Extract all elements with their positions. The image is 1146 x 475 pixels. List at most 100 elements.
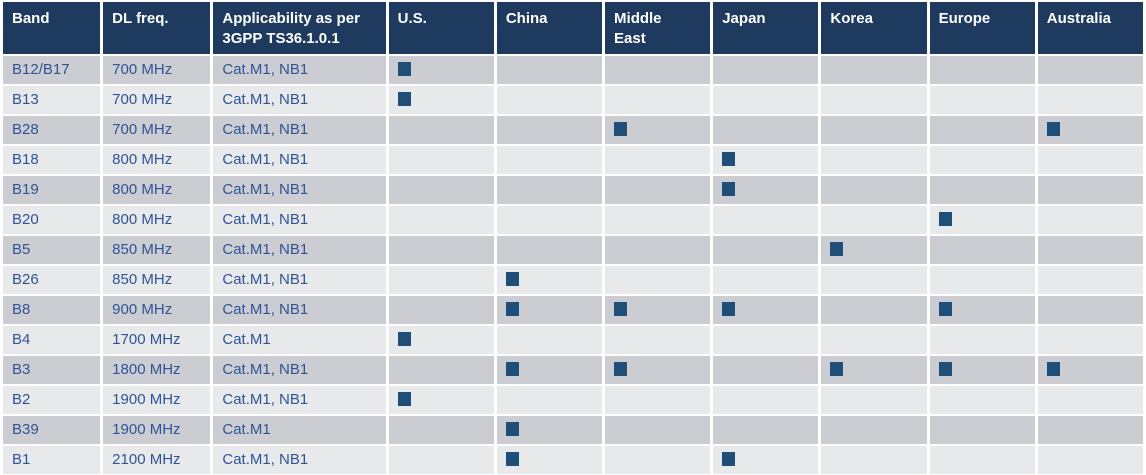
band-cell: B8: [3, 295, 101, 324]
table-row-b1: B1 2100 MHz Cat.M1, NB1: [3, 445, 1143, 474]
applicability-cell: Cat.M1: [213, 415, 386, 444]
applicability-cell: Cat.M1, NB1: [213, 205, 386, 234]
applicable-marker-icon: [722, 452, 736, 467]
region-cell-korea: [821, 85, 927, 114]
band-cell: B3: [3, 355, 101, 384]
region-cell-japan: [713, 415, 819, 444]
region-cell-europe: [929, 115, 1035, 144]
region-cell-korea: [821, 325, 927, 354]
region-cell-us: [388, 295, 494, 324]
region-cell-middle_east: [605, 175, 711, 204]
applicable-marker-icon: [505, 452, 519, 467]
region-cell-china: [496, 235, 603, 264]
region-cell-korea: [821, 175, 927, 204]
applicable-marker-icon: [505, 422, 519, 437]
dl_freq-cell: 2100 MHz: [103, 445, 211, 474]
region-cell-japan: [713, 355, 819, 384]
region-cell-middle_east: [605, 325, 711, 354]
dl_freq-cell: 1800 MHz: [103, 355, 211, 384]
region-cell-australia: [1037, 445, 1143, 474]
region-cell-china: [496, 175, 603, 204]
region-cell-australia: [1037, 325, 1143, 354]
region-cell-korea: [821, 145, 927, 174]
region-cell-australia: [1037, 145, 1143, 174]
region-cell-europe: [929, 445, 1035, 474]
region-cell-australia: [1037, 85, 1143, 114]
band-cell: B18: [3, 145, 101, 174]
region-cell-korea: [821, 205, 927, 234]
applicable-marker-icon: [1046, 122, 1060, 137]
applicability-cell: Cat.M1: [213, 325, 386, 354]
band-cell: B28: [3, 115, 101, 144]
band-cell: B12/B17: [3, 55, 101, 84]
region-cell-australia: [1037, 355, 1143, 384]
region-cell-japan: [713, 385, 819, 414]
applicability-cell: Cat.M1, NB1: [213, 85, 386, 114]
region-cell-middle_east: [605, 415, 711, 444]
region-cell-korea: [821, 55, 927, 84]
region-cell-us: [388, 265, 494, 294]
applicability-cell: Cat.M1, NB1: [213, 235, 386, 264]
region-cell-middle_east: [605, 55, 711, 84]
region-cell-australia: [1037, 115, 1143, 144]
region-cell-korea: [821, 265, 927, 294]
region-cell-europe: [929, 175, 1035, 204]
region-cell-europe: [929, 385, 1035, 414]
region-cell-middle_east: [605, 385, 711, 414]
region-cell-australia: [1037, 415, 1143, 444]
region-cell-middle_east: [605, 115, 711, 144]
dl_freq-cell: 850 MHz: [103, 235, 211, 264]
region-cell-us: [388, 445, 494, 474]
applicable-marker-icon: [830, 242, 844, 257]
applicable-marker-icon: [614, 362, 628, 377]
region-cell-china: [496, 205, 603, 234]
table-row-b19: B19 800 MHz Cat.M1, NB1: [3, 175, 1143, 204]
region-cell-china: [496, 415, 603, 444]
region-cell-japan: [713, 445, 819, 474]
band-cell: B39: [3, 415, 101, 444]
applicable-marker-icon: [938, 302, 952, 317]
dl_freq-cell: 850 MHz: [103, 265, 211, 294]
applicable-marker-icon: [397, 62, 411, 77]
region-cell-europe: [929, 325, 1035, 354]
band-cell: B20: [3, 205, 101, 234]
applicable-marker-icon: [505, 362, 519, 377]
header-cell-applicability: Applicability as per 3GPP TS36.1.0.1: [213, 2, 386, 54]
band-cell: B26: [3, 265, 101, 294]
band-cell: B5: [3, 235, 101, 264]
region-cell-middle_east: [605, 205, 711, 234]
region-cell-china: [496, 445, 603, 474]
region-cell-us: [388, 145, 494, 174]
applicable-marker-icon: [505, 302, 519, 317]
table-row-b8: B8 900 MHz Cat.M1, NB1: [3, 295, 1143, 324]
table-row-b5: B5 850 MHz Cat.M1, NB1: [3, 235, 1143, 264]
region-cell-middle_east: [605, 355, 711, 384]
region-cell-china: [496, 55, 603, 84]
region-cell-korea: [821, 445, 927, 474]
applicability-cell: Cat.M1, NB1: [213, 175, 386, 204]
dl_freq-cell: 800 MHz: [103, 145, 211, 174]
applicability-cell: Cat.M1, NB1: [213, 145, 386, 174]
header-cell-band: Band: [3, 2, 101, 54]
applicable-marker-icon: [397, 92, 411, 107]
region-cell-us: [388, 415, 494, 444]
region-cell-us: [388, 85, 494, 114]
region-cell-korea: [821, 235, 927, 264]
table-row-b20: B20 800 MHz Cat.M1, NB1: [3, 205, 1143, 234]
region-cell-europe: [929, 145, 1035, 174]
region-cell-china: [496, 145, 603, 174]
region-cell-japan: [713, 235, 819, 264]
region-cell-korea: [821, 415, 927, 444]
region-cell-us: [388, 385, 494, 414]
applicable-marker-icon: [1046, 362, 1060, 377]
header-cell-dl_freq: DL freq.: [103, 2, 211, 54]
region-cell-japan: [713, 55, 819, 84]
region-cell-us: [388, 175, 494, 204]
region-cell-europe: [929, 415, 1035, 444]
applicable-marker-icon: [722, 152, 736, 167]
applicable-marker-icon: [614, 122, 628, 137]
applicable-marker-icon: [397, 332, 411, 347]
region-cell-korea: [821, 295, 927, 324]
band-cell: B13: [3, 85, 101, 114]
